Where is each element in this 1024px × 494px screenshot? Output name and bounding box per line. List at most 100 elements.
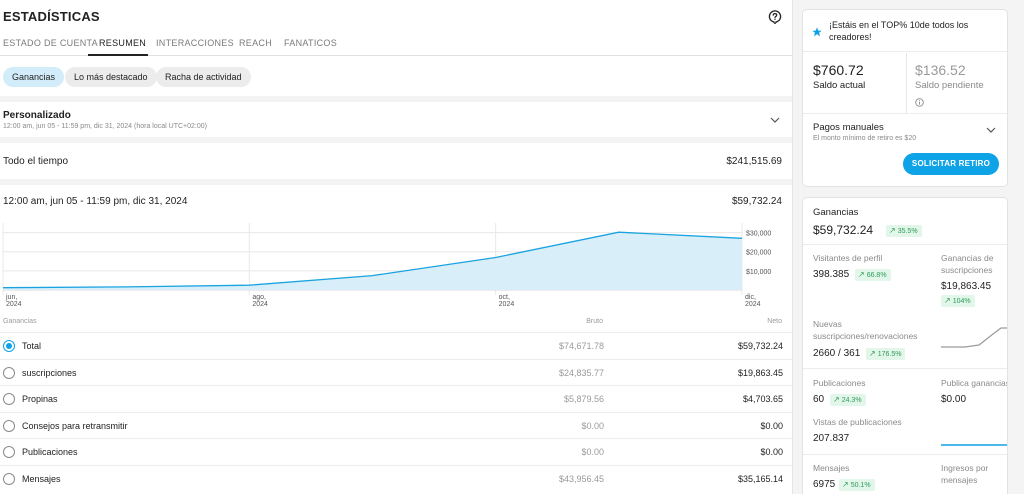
all-time-value: $241,515.69 bbox=[726, 156, 782, 167]
radio-button[interactable] bbox=[3, 367, 15, 379]
row-neto: $19,863.45 bbox=[737, 368, 783, 378]
radio-button[interactable] bbox=[3, 393, 15, 405]
top-creator-banner: ¡Estáis en el TOP% 10de todos los creado… bbox=[803, 10, 1007, 52]
balance-divider bbox=[906, 53, 907, 113]
subscription-earnings-label: Ganancias de suscripciones bbox=[941, 253, 994, 275]
radio-button[interactable] bbox=[3, 446, 15, 458]
radio-button[interactable] bbox=[3, 340, 15, 352]
card-divider bbox=[803, 368, 1007, 369]
card-divider bbox=[803, 454, 1007, 455]
tab-fanaticos[interactable]: FANATICOS bbox=[284, 38, 338, 48]
y-tick-label: $20,000 bbox=[746, 250, 771, 257]
card-divider bbox=[803, 244, 1007, 245]
change-badge: ↗ 176.5% bbox=[866, 348, 906, 360]
new-subscriptions-label: Nuevas suscripciones/renovaciones bbox=[813, 319, 918, 341]
trend-up-icon: ↗ bbox=[833, 395, 840, 404]
table-header-ganancias: Ganancias bbox=[3, 318, 37, 325]
chevron-down-icon[interactable] bbox=[986, 127, 996, 133]
stats-tab-bar: ESTADO DE CUENTA RESUMEN INTERACCIONES R… bbox=[0, 32, 792, 56]
change-badge: ↗ 35.5% bbox=[886, 225, 922, 237]
radio-button[interactable] bbox=[3, 473, 15, 485]
tab-reach[interactable]: REACH bbox=[239, 38, 273, 48]
trend-up-icon: ↗ bbox=[858, 270, 865, 279]
row-label: Publicaciones bbox=[22, 447, 78, 457]
tab-resumen[interactable]: RESUMEN bbox=[99, 38, 147, 48]
series-line bbox=[2, 231, 743, 289]
earnings-summary-card: Ganancias $59,732.24 ↗ 35.5% Visitantes d… bbox=[802, 197, 1008, 494]
radio-button[interactable] bbox=[3, 420, 15, 432]
posts-label: Publicaciones bbox=[813, 378, 866, 388]
row-neto: $0.00 bbox=[760, 421, 783, 431]
pending-balance: $136.52 bbox=[915, 62, 966, 78]
row-bruto: $24,835.77 bbox=[558, 368, 604, 378]
x-tick-label: 2024 bbox=[499, 301, 515, 308]
row-bruto: $43,956.45 bbox=[558, 474, 604, 484]
row-label: Total bbox=[22, 341, 42, 351]
new-subscriptions-value: 2660 / 361 bbox=[813, 348, 861, 359]
help-icon[interactable] bbox=[768, 10, 782, 24]
statistics-main-panel: ESTADÍSTICAS ESTADO DE CUENTA RESUMEN IN… bbox=[0, 0, 793, 494]
table-row[interactable]: suscripciones $24,835.77 $19,863.45 bbox=[0, 359, 792, 386]
row-bruto: $5,879.56 bbox=[563, 394, 604, 404]
table-row[interactable]: Mensajes $43,956.45 $35,165.14 bbox=[0, 465, 792, 492]
subscription-earnings-value: $19,863.45 bbox=[941, 281, 992, 292]
table-header-neto: Neto bbox=[767, 318, 782, 325]
x-tick-label: 2024 bbox=[252, 301, 268, 308]
range-value: $59,732.24 bbox=[731, 196, 782, 207]
chip-lo-mas-destacado[interactable]: Lo más destacado bbox=[65, 67, 157, 87]
messages-value: 6975 bbox=[813, 479, 836, 490]
table-header-bruto: Bruto bbox=[586, 318, 603, 325]
post-views-label: Vistas de publicaciones bbox=[813, 417, 902, 427]
request-withdrawal-button[interactable]: SOLICITAR RETIRO bbox=[903, 153, 999, 175]
info-icon[interactable] bbox=[915, 98, 924, 107]
change-badge: ↗ 66.8% bbox=[855, 269, 891, 281]
row-label: Mensajes bbox=[22, 474, 61, 484]
current-balance: $760.72 bbox=[813, 62, 864, 78]
row-neto: $0.00 bbox=[760, 447, 783, 457]
trend-up-icon: ↗ bbox=[944, 296, 951, 305]
row-neto: $4,703.65 bbox=[742, 394, 783, 404]
active-tab-indicator bbox=[88, 54, 148, 56]
chip-racha-de-actividad[interactable]: Racha de actividad bbox=[156, 67, 251, 87]
series-area bbox=[3, 232, 742, 290]
x-tick-label: jun, bbox=[5, 294, 17, 301]
x-tick-label: 2024 bbox=[6, 301, 22, 308]
side-panel: ¡Estáis en el TOP% 10de todos los creado… bbox=[793, 0, 1024, 494]
new-subscriptions-sparkline bbox=[941, 327, 1007, 348]
trend-up-icon: ↗ bbox=[889, 226, 896, 235]
tab-estado-de-cuenta[interactable]: ESTADO DE CUENTA bbox=[3, 38, 98, 48]
change-badge: ↗ 24.3% bbox=[830, 394, 866, 406]
earnings-area-chart: $30,000$20,000$10,000jun,2024ago,2024oct… bbox=[2, 223, 771, 308]
profile-visitors-label: Visitantes de perfil bbox=[813, 253, 883, 263]
tab-interacciones[interactable]: INTERACCIONES bbox=[156, 38, 234, 48]
row-bruto: $74,671.78 bbox=[558, 341, 604, 351]
row-neto: $59,732.24 bbox=[737, 341, 783, 351]
row-bruto: $0.00 bbox=[581, 421, 604, 431]
row-neto: $35,165.14 bbox=[737, 474, 783, 484]
change-badge: ↗ 50.1% bbox=[839, 479, 875, 491]
post-views-value: 207.837 bbox=[813, 433, 850, 444]
post-views-sparkline bbox=[941, 444, 1007, 446]
table-row[interactable]: Propinas $5,879.56 $4,703.65 bbox=[0, 385, 792, 412]
x-tick-label: oct, bbox=[499, 294, 510, 301]
range-label: 12:00 am, jun 05 - 11:59 pm, dic 31, 202… bbox=[3, 196, 188, 207]
x-tick-label: 2024 bbox=[745, 301, 761, 308]
chevron-down-icon[interactable] bbox=[770, 117, 780, 123]
y-tick-label: $30,000 bbox=[746, 231, 771, 238]
change-badge: ↗ 104% bbox=[941, 295, 975, 307]
table-row[interactable]: Publicaciones $0.00 $0.00 bbox=[0, 438, 792, 465]
trend-up-icon: ↗ bbox=[869, 349, 876, 358]
x-tick-label: dic, bbox=[745, 294, 756, 301]
x-tick-label: ago, bbox=[252, 294, 266, 301]
payouts-subtitle: El monto mínimo de retiro es $20 bbox=[813, 135, 917, 142]
chip-ganancias[interactable]: Ganancias bbox=[3, 67, 65, 87]
period-subtitle: 12:00 am, jun 05 - 11:59 pm, dic 31, 202… bbox=[3, 123, 207, 130]
table-row[interactable]: Consejos para retransmitir $0.00 $0.00 bbox=[0, 412, 792, 439]
page-title: ESTADÍSTICAS bbox=[3, 9, 100, 24]
table-row[interactable]: Total $74,671.78 $59,732.24 bbox=[0, 332, 792, 359]
section-divider bbox=[0, 179, 792, 185]
all-time-label: Todo el tiempo bbox=[3, 156, 69, 167]
messages-label: Mensajes bbox=[813, 463, 850, 473]
row-label: suscripciones bbox=[22, 368, 77, 378]
star-icon bbox=[812, 27, 822, 37]
